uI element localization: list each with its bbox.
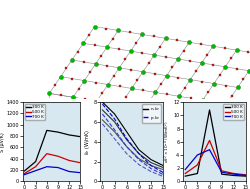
- Legend: 300 K, 500 K, 700 K: 300 K, 500 K, 700 K: [222, 104, 243, 120]
- Y-axis label: $k_e$ (W/mK): $k_e$ (W/mK): [83, 129, 92, 155]
- Legend: n-$k_e$, p-$k_e$: n-$k_e$, p-$k_e$: [142, 104, 161, 123]
- Y-axis label: $\sigma S^2\times10^{-4}$ (W/mK$^2$): $\sigma S^2\times10^{-4}$ (W/mK$^2$): [162, 120, 171, 163]
- Y-axis label: S (μV/K): S (μV/K): [0, 132, 5, 152]
- Legend: 300 K, 500 K, 700 K: 300 K, 500 K, 700 K: [24, 104, 45, 120]
